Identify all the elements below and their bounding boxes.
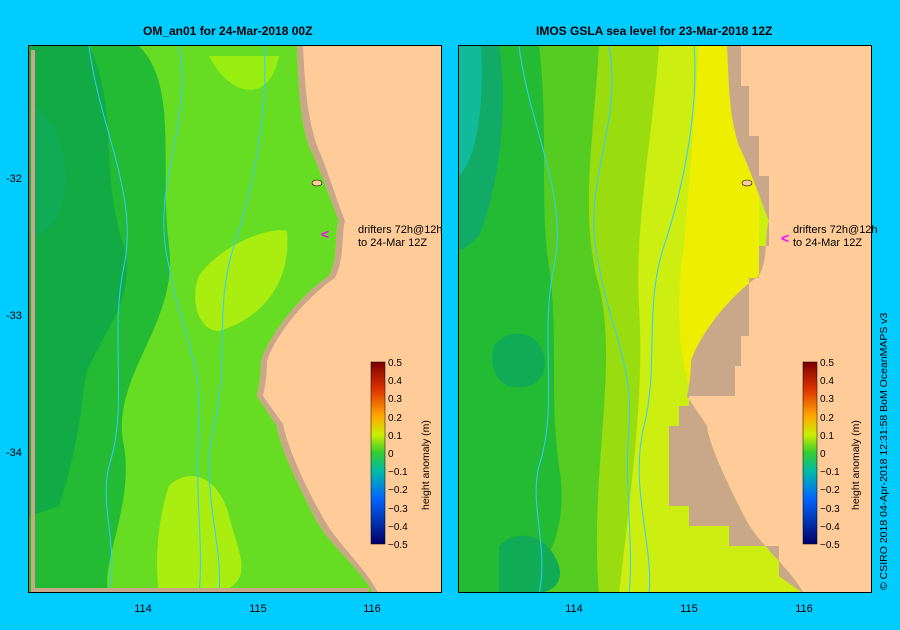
colorbar (370, 361, 386, 545)
sea-anomaly-band (209, 56, 279, 90)
x-tick-label: 114 (134, 603, 152, 615)
isobath-line (163, 46, 201, 592)
drifter-marker: < (321, 226, 329, 242)
left-map: < (29, 46, 441, 592)
land-area (687, 46, 871, 592)
y-tick-label: -33 (6, 310, 22, 322)
coastal-shelf (257, 46, 378, 592)
land-area (257, 46, 441, 592)
isobath-line (88, 46, 128, 592)
left-colorbar-label: height anomaly (m) (420, 420, 432, 510)
left-map-panel: < (28, 45, 442, 593)
right-drifter-note: drifters 72h@12h to 24-Mar 12Z (793, 224, 878, 249)
y-tick-label: -32 (6, 173, 22, 185)
x-tick-label: 115 (680, 603, 698, 615)
sea-anomaly-band (195, 230, 288, 331)
island (741, 179, 753, 187)
colorbar (802, 361, 818, 545)
credit-text: © CSIRO 2018 04-Apr-2018 12:31:58 BoM Oc… (878, 312, 890, 590)
left-colorbar-ticks: 0.5 0.4 0.3 0.2 0.1 0 −0.1 −0.2 −0.3 −0.4 −0.5 (388, 358, 408, 552)
x-tick-label: 116 (795, 603, 813, 615)
sea-anomaly-band (499, 535, 560, 592)
isobath-line (518, 46, 558, 592)
right-map: < (459, 46, 871, 592)
isobath-line (593, 46, 631, 592)
isobath-line (208, 46, 266, 592)
x-tick-label: 114 (565, 603, 583, 615)
right-map-panel: < (458, 45, 872, 593)
y-tick-label: -34 (6, 447, 22, 459)
right-panel-title: IMOS GSLA sea level for 23-Mar-2018 12Z (536, 24, 773, 38)
left-panel-title: OM_an01 for 24-Mar-2018 00Z (143, 24, 313, 38)
domain-edge (31, 50, 369, 592)
sea-anomaly-band (29, 106, 66, 236)
left-drifter-note: drifters 72h@12h to 24-Mar 12Z (358, 224, 443, 249)
sea-anomaly-band (459, 46, 482, 176)
isobath-line (638, 46, 696, 592)
right-colorbar-label: height anomaly (m) (850, 420, 862, 510)
x-tick-label: 115 (249, 603, 267, 615)
coastal-shelf (669, 46, 803, 592)
sea-anomaly-band (492, 333, 545, 388)
x-tick-label: 116 (363, 603, 381, 615)
drifter-marker: < (781, 230, 789, 246)
right-colorbar-ticks: 0.5 0.4 0.3 0.2 0.1 0 −0.1 −0.2 −0.3 −0.4 −0.5 (820, 358, 840, 552)
island (311, 179, 323, 187)
